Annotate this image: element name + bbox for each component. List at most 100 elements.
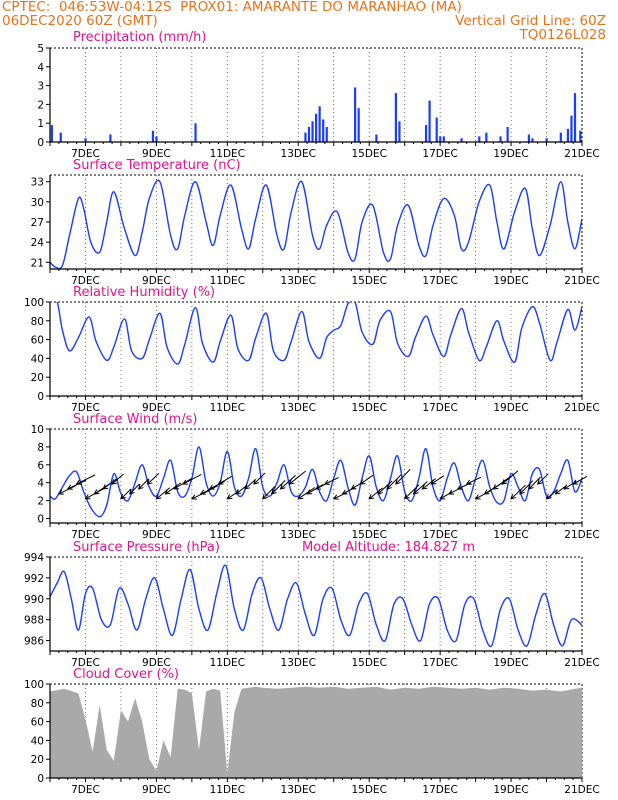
wind-arrow-head	[448, 489, 455, 495]
precip-bar	[151, 130, 155, 142]
precip-bar	[442, 136, 445, 142]
wind-arrow-head	[102, 484, 109, 490]
precip-bar	[50, 125, 53, 142]
precip-bar	[499, 136, 502, 142]
wind-arrow-shaft	[218, 476, 232, 485]
wind-arrow-head	[270, 488, 277, 495]
wind-title: Surface Wind (m/s)	[73, 412, 197, 427]
temperature-panel: Surface Temperature (nC) 21 24 27 30 33 7DEC 9…	[31, 158, 600, 287]
precipitation-panel: Precipitation (mm/h) 0 1 2 3 4 5 7DEC 9DEC 11DEC…	[37, 30, 599, 160]
pres-ytick-label: 994	[24, 552, 44, 564]
cloud-xtick-label: 9DEC	[142, 784, 171, 796]
wind-arrow-head	[84, 494, 91, 500]
precip-xtick-label: 9DEC	[142, 148, 171, 160]
wind-arrow-head	[146, 479, 153, 485]
pres-xtick-label: 11DEC	[210, 657, 245, 669]
pres-line	[50, 564, 582, 648]
wind-arrow-shaft	[537, 473, 549, 485]
wind-ytick-label: 8	[37, 442, 44, 454]
precip-bar	[315, 113, 318, 142]
wind-arrow-head	[93, 489, 100, 495]
wind-xtick-label: 21DEC	[564, 529, 599, 541]
cloud-xtick-label: 21DEC	[564, 784, 599, 796]
humidity-title: Relative Humidity (%)	[73, 285, 215, 300]
precip-bar	[194, 123, 197, 142]
cloud-ytick-label: 60	[31, 717, 44, 729]
wind-arrow-head	[190, 494, 197, 500]
wind-arrow-shaft	[102, 478, 118, 490]
wind-ytick-label: 0	[37, 514, 44, 526]
wind-arrow-shaft	[546, 489, 558, 500]
wind-arrow-head	[262, 493, 268, 500]
wind-arrow-head	[217, 479, 224, 485]
precip-ytick-label: 5	[37, 43, 44, 55]
rh-line	[50, 302, 582, 365]
wind-arrow-head	[430, 479, 437, 485]
wind-arrow-shaft	[572, 476, 588, 485]
wind-arrow-shaft	[368, 487, 384, 500]
wind-arrow-head	[75, 479, 82, 485]
wind-arrow-head	[226, 494, 233, 500]
wind-xtick-label: 17DEC	[422, 529, 457, 541]
rh-ytick-label: 100	[24, 297, 44, 309]
pres-xtick-label: 17DEC	[422, 657, 457, 669]
wind-arrow-head	[359, 479, 366, 485]
wind-arrow-head	[164, 489, 171, 495]
wind-arrow-head	[155, 493, 162, 500]
pressure-title: Surface Pressure (hPa)	[73, 540, 220, 555]
rh-xtick-label: 11DEC	[210, 402, 245, 414]
wind-arrow-shaft	[430, 475, 445, 485]
header-line-2-left: 06DEC2020 60Z (GMT)	[2, 13, 158, 29]
precip-xtick-label: 15DEC	[351, 148, 386, 160]
wind-arrow-head	[66, 484, 73, 490]
precip-ytick-label: 3	[37, 81, 44, 93]
wind-ytick-label: 10	[31, 424, 44, 436]
temp-xtick-label: 21DEC	[564, 275, 599, 287]
temp-ytick-label: 33	[31, 177, 44, 189]
precip-bar	[354, 87, 357, 142]
wind-xtick-label: 13DEC	[281, 529, 316, 541]
precip-xtick-label: 13DEC	[281, 148, 316, 160]
precip-bar	[307, 126, 311, 142]
model-altitude-annotation: Model Altitude: 184.827 m	[302, 540, 475, 555]
wind-arrow-shaft	[466, 476, 482, 485]
temp-xtick-label: 13DEC	[281, 275, 316, 287]
rh-ytick-label: 60	[31, 335, 44, 347]
precip-bar	[478, 136, 481, 142]
cloud-cover-title: Cloud Cover (%)	[73, 667, 179, 682]
cloud-xtick-label: 7DEC	[71, 784, 100, 796]
cloud-ytick-label: 80	[31, 698, 44, 710]
rh-xtick-label: 15DEC	[351, 402, 386, 414]
temp-line	[50, 179, 582, 269]
wind-arrow-shaft	[164, 482, 182, 495]
precip-bar	[394, 93, 397, 142]
temperature-title: Surface Temperature (nC)	[73, 158, 241, 173]
wind-arrow-shaft	[306, 484, 324, 495]
pres-ytick-label: 992	[24, 573, 44, 585]
precip-bar	[325, 126, 328, 142]
wind-arrow-head	[235, 489, 242, 495]
precip-bar	[304, 132, 307, 142]
wind-arrow-head	[253, 479, 259, 485]
cloud-xtick-label: 13DEC	[281, 784, 316, 796]
precip-bar	[109, 134, 112, 142]
header-line-1: CPTEC: 046:53W-04:12S PROX01: AMARANTE D…	[2, 0, 462, 15]
wind-arrow-head	[182, 479, 189, 485]
temp-xtick-label: 7DEC	[71, 275, 100, 287]
precip-bar	[531, 138, 534, 142]
precip-bar	[357, 108, 360, 142]
precip-bar	[439, 136, 442, 142]
wind-arrow-head	[563, 484, 570, 490]
pressure-panel: Surface Pressure (hPa) Model Altitude: 1…	[24, 540, 600, 669]
wind-arrow-head	[323, 479, 330, 485]
wind-arrow-head	[395, 479, 401, 485]
wind-arrow-head	[545, 493, 552, 500]
pres-xtick-label: 15DEC	[351, 657, 386, 669]
precipitation-title: Precipitation (mm/h)	[73, 30, 206, 45]
cloud-ytick-label: 20	[31, 754, 44, 766]
wind-xtick-label: 9DEC	[142, 529, 171, 541]
precip-ytick-label: 1	[37, 118, 44, 130]
wind-arrow-head	[483, 489, 490, 495]
precip-ytick-label: 2	[37, 99, 44, 111]
wind-arrow-shaft	[200, 485, 218, 495]
